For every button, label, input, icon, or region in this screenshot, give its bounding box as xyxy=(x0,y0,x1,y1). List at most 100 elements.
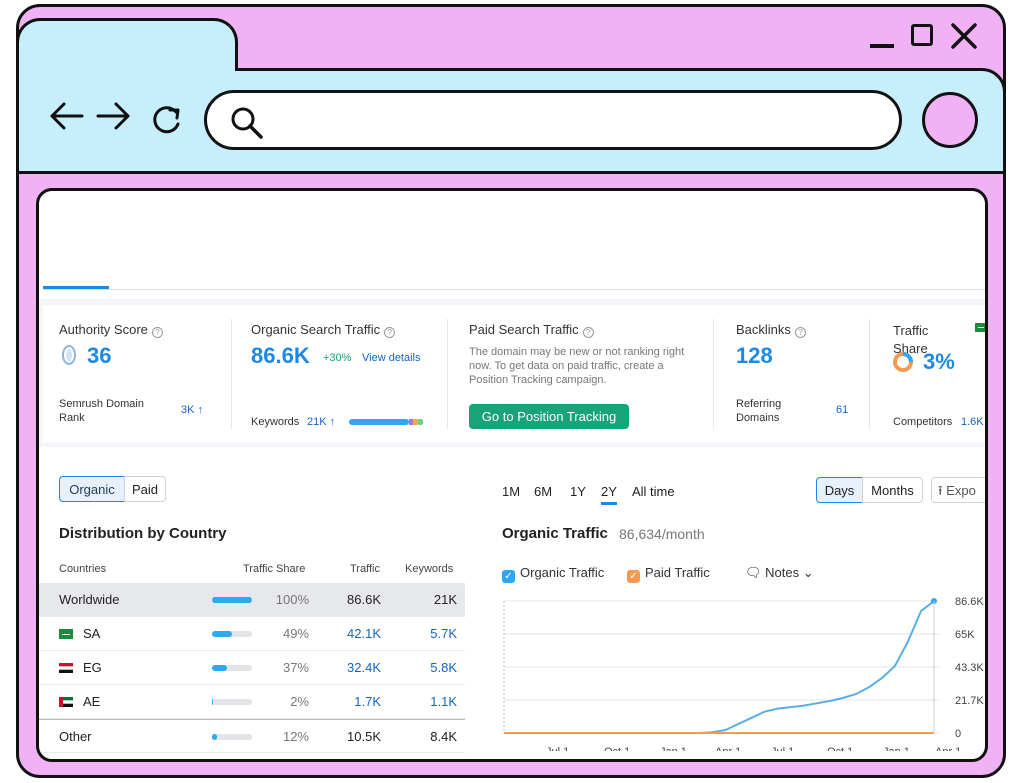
info-icon[interactable]: ? xyxy=(582,327,594,338)
info-icon[interactable]: ? xyxy=(384,327,396,338)
paid-traffic-label: Paid Search Traffic? xyxy=(469,322,594,338)
minimize-icon[interactable] xyxy=(870,44,894,48)
col-countries: Countries xyxy=(59,563,107,575)
traffic-share-value: 3% xyxy=(923,349,955,374)
organic-traffic-subtitle: 86,634/month xyxy=(619,526,705,542)
share-bar xyxy=(212,631,252,637)
checkbox-icon[interactable]: ✓ xyxy=(627,570,640,583)
stats-summary: Authority Score? 36 Semrush Domain Rank … xyxy=(43,305,985,443)
ae-flag-icon xyxy=(59,697,73,707)
sa-flag-icon xyxy=(59,629,73,639)
chevron-down-icon: ⌄ xyxy=(802,565,814,580)
col-traffic[interactable]: Traffic xyxy=(350,563,380,575)
divider xyxy=(447,319,448,429)
y-tick-label: 43.3K xyxy=(955,662,984,674)
y-tick-label: 0 xyxy=(955,728,961,740)
legend-paid[interactable]: ✓ Paid Traffic xyxy=(627,565,710,583)
keywords-value[interactable]: 5.7K xyxy=(430,626,457,641)
x-tick-label: Apr 1 xyxy=(935,746,961,751)
x-tick-label: Jan 1 xyxy=(883,746,910,751)
tabs-divider xyxy=(43,289,985,290)
tab-join xyxy=(19,66,235,74)
share-value: 49% xyxy=(282,626,309,641)
reload-icon[interactable] xyxy=(146,100,186,140)
export-button[interactable]: ⭱ Expo xyxy=(931,477,985,503)
share-bar-fill xyxy=(212,699,214,705)
y-tick-label: 65K xyxy=(955,629,975,641)
eg-flag-icon xyxy=(59,663,73,673)
competitors-value[interactable]: 1.6K xyxy=(961,416,984,428)
x-tick-label: Jul 1 xyxy=(771,746,794,751)
table-row[interactable]: SA 49% 42.1K 5.7K xyxy=(39,617,465,651)
domain-rank-label: Semrush Domain Rank xyxy=(59,398,144,424)
notes-icon: 🗨 xyxy=(745,565,766,580)
address-bar[interactable] xyxy=(204,90,902,150)
keywords-value: 8.4K xyxy=(430,729,457,744)
table-row[interactable]: AE 2% 1.7K 1.1K xyxy=(39,685,465,719)
table-row[interactable]: Worldwide 100% 86.6K 21K xyxy=(39,583,465,617)
authority-score-icon xyxy=(62,345,76,365)
x-tick-label: Apr 1 xyxy=(715,746,741,751)
back-arrow-icon[interactable] xyxy=(46,96,86,136)
keywords-value[interactable]: 21K ↑ xyxy=(307,416,336,428)
close-icon[interactable] xyxy=(950,22,978,50)
referring-domains-value[interactable]: 61 xyxy=(836,404,849,416)
share-bar xyxy=(212,665,252,671)
traffic-value[interactable]: 1.7K xyxy=(354,694,381,709)
checkbox-icon[interactable]: ✓ xyxy=(502,570,515,583)
col-keywords[interactable]: Keywords xyxy=(405,563,454,575)
keywords-label: Keywords xyxy=(251,416,300,428)
days-button[interactable]: Days xyxy=(816,477,863,503)
traffic-value[interactable]: 32.4K xyxy=(347,660,381,675)
traffic-value[interactable]: 42.1K xyxy=(347,626,381,641)
traffic-share-donut-icon xyxy=(893,352,913,372)
share-value: 12% xyxy=(282,729,309,744)
period-1m[interactable]: 1M xyxy=(502,484,521,499)
legend-organic[interactable]: ✓ Organic Traffic xyxy=(502,565,604,583)
active-tab-indicator xyxy=(43,286,109,289)
position-tracking-button[interactable]: Go to Position Tracking xyxy=(469,404,629,429)
sa-flag-icon xyxy=(975,323,985,332)
table-row[interactable]: EG 37% 32.4K 5.8K xyxy=(39,651,465,685)
country-name: AE xyxy=(83,694,101,709)
months-button[interactable]: Months xyxy=(862,477,923,503)
share-bar-fill xyxy=(212,597,252,603)
referring-domains-label: Referring Domains xyxy=(736,398,782,424)
divider xyxy=(869,319,870,429)
x-tick-label: Oct 1 xyxy=(827,746,853,751)
organic-change: +30% xyxy=(323,352,352,364)
share-bar xyxy=(212,597,252,603)
x-tick-label: Oct 1 xyxy=(604,746,630,751)
period-2y[interactable]: 2Y xyxy=(601,484,617,505)
keywords-value: 21K xyxy=(433,592,457,607)
keywords-value[interactable]: 5.8K xyxy=(430,660,457,675)
keywords-value[interactable]: 1.1K xyxy=(430,694,457,709)
organic-filter-button[interactable]: Organic xyxy=(59,476,125,502)
distribution-title: Distribution by Country xyxy=(59,525,227,542)
col-traffic-share[interactable]: Traffic Share xyxy=(243,563,306,575)
paid-filter-button[interactable]: Paid xyxy=(124,476,166,502)
backlinks-value[interactable]: 128 xyxy=(736,343,773,368)
traffic-value: 86.6K xyxy=(347,592,381,607)
x-tick-label: Jan 1 xyxy=(660,746,687,751)
share-bar xyxy=(212,734,252,740)
view-details-link[interactable]: View details xyxy=(362,352,421,364)
maximize-icon[interactable] xyxy=(911,24,933,46)
profile-avatar[interactable] xyxy=(922,92,978,148)
backlinks-label: Backlinks? xyxy=(736,322,806,338)
search-icon xyxy=(231,107,263,139)
forward-arrow-icon[interactable] xyxy=(94,96,134,136)
x-tick-label: Jul 1 xyxy=(546,746,569,751)
table-row[interactable]: Other 12% 10.5K 8.4K xyxy=(39,719,465,753)
period-all-time[interactable]: All time xyxy=(632,484,675,499)
period-1y[interactable]: 1Y xyxy=(570,484,586,499)
share-value: 37% xyxy=(282,660,309,675)
notes-dropdown[interactable]: 🗨 Notes ⌄ xyxy=(745,565,814,580)
keywords-distribution-bar xyxy=(349,419,423,425)
authority-score-label: Authority Score? xyxy=(59,322,163,338)
info-icon[interactable]: ? xyxy=(794,327,806,338)
domain-rank-value[interactable]: 3K ↑ xyxy=(181,404,204,416)
organic-traffic-title: Organic Traffic xyxy=(502,525,608,542)
info-icon[interactable]: ? xyxy=(151,327,163,338)
period-6m[interactable]: 6M xyxy=(534,484,553,499)
